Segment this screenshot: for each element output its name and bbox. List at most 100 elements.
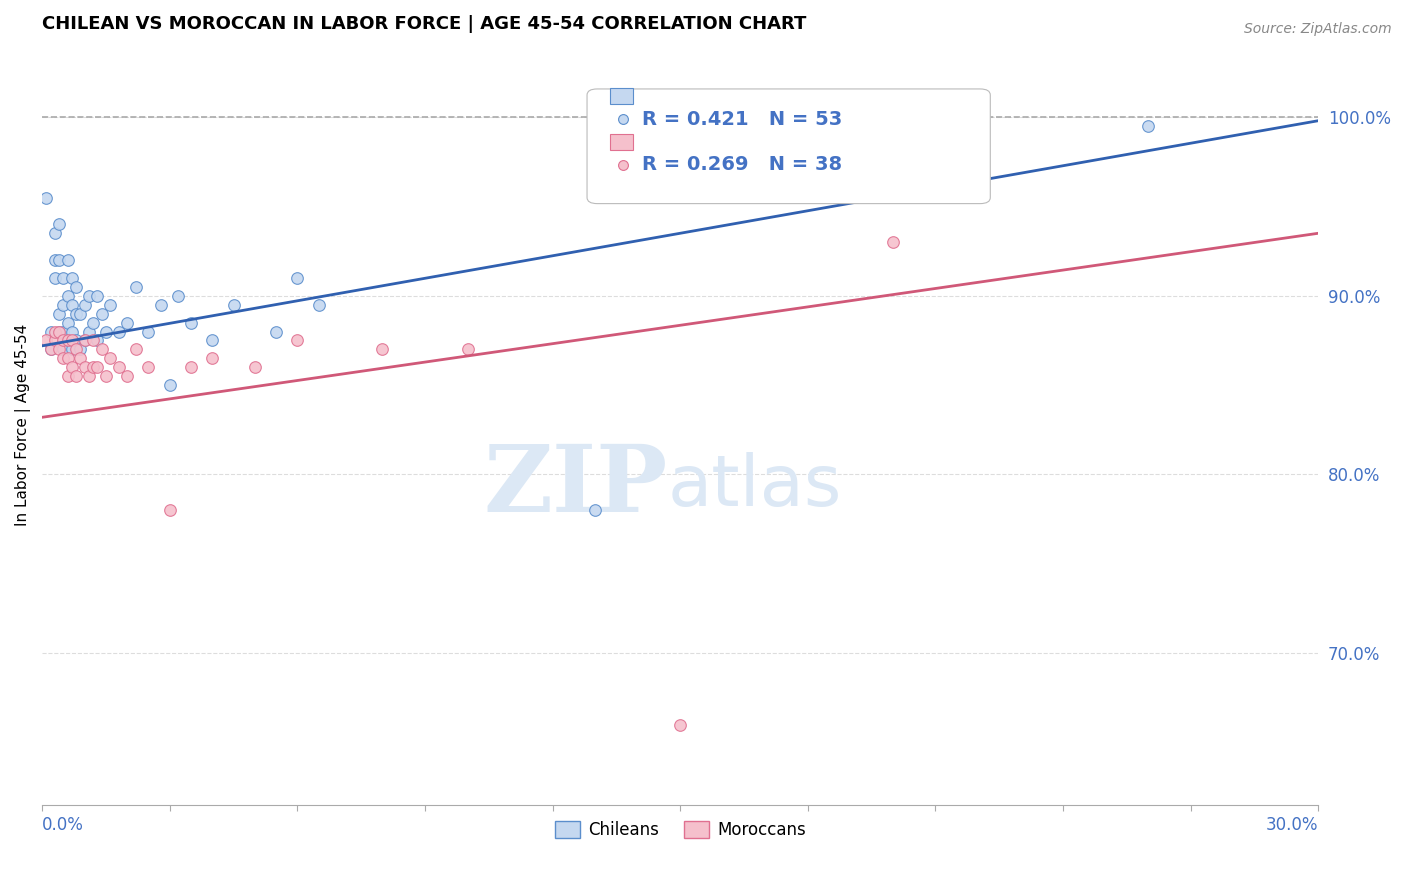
Point [73, 334, 96, 348]
Point [138, 360, 160, 375]
Point [308, 298, 330, 312]
Point [56, 289, 79, 303]
Point [52, 325, 75, 339]
Point [56, 316, 79, 330]
Point [1137, 119, 1160, 133]
Point [48, 253, 70, 268]
Point [125, 280, 148, 294]
Point [201, 334, 224, 348]
Point [65, 307, 87, 321]
Point [48, 325, 70, 339]
Point [52, 351, 75, 366]
Point [94, 369, 117, 384]
Point [77, 289, 100, 303]
Point [56, 351, 79, 366]
Point [48, 325, 70, 339]
Point [94, 325, 117, 339]
Point [125, 343, 148, 357]
Point [159, 503, 181, 517]
Point [86, 289, 108, 303]
Point [60, 298, 83, 312]
Point [44, 227, 66, 241]
Point [457, 343, 479, 357]
Point [98, 351, 121, 366]
Point [65, 343, 87, 357]
Point [180, 360, 202, 375]
Point [73, 360, 96, 375]
Point [882, 235, 904, 250]
Point [69, 351, 91, 366]
Text: atlas: atlas [668, 451, 842, 521]
Text: ZIP: ZIP [484, 441, 668, 531]
Point [90, 343, 112, 357]
Text: R = 0.421   N = 53: R = 0.421 N = 53 [643, 110, 842, 128]
Point [180, 316, 202, 330]
Point [52, 298, 75, 312]
Point [60, 271, 83, 285]
Point [60, 360, 83, 375]
Point [35, 190, 58, 204]
Point [107, 325, 129, 339]
Point [73, 334, 96, 348]
Point [65, 334, 87, 348]
Point [86, 360, 108, 375]
Point [60, 343, 83, 357]
Point [56, 334, 79, 348]
Point [967, 128, 990, 142]
Point [82, 316, 104, 330]
Point [44, 334, 66, 348]
Point [69, 343, 91, 357]
Point [56, 334, 79, 348]
Point [48, 217, 70, 231]
Point [65, 369, 87, 384]
Text: 0.0%: 0.0% [42, 815, 84, 834]
Point [90, 307, 112, 321]
Point [39, 325, 62, 339]
Text: CHILEAN VS MOROCCAN IN LABOR FORCE | AGE 45-54 CORRELATION CHART: CHILEAN VS MOROCCAN IN LABOR FORCE | AGE… [42, 15, 807, 33]
Point [39, 343, 62, 357]
Legend: Chileans, Moroccans: Chileans, Moroccans [548, 814, 813, 846]
Point [44, 253, 66, 268]
Point [107, 360, 129, 375]
Point [150, 298, 173, 312]
Point [65, 280, 87, 294]
Point [669, 717, 692, 731]
Y-axis label: In Labor Force | Age 45-54: In Labor Force | Age 45-54 [15, 324, 31, 526]
Point [48, 307, 70, 321]
Point [115, 316, 138, 330]
Point [159, 378, 181, 392]
Point [371, 343, 394, 357]
Point [138, 325, 160, 339]
Point [285, 271, 308, 285]
Point [60, 325, 83, 339]
Text: Source: ZipAtlas.com: Source: ZipAtlas.com [1244, 22, 1392, 37]
Point [222, 298, 245, 312]
FancyBboxPatch shape [588, 89, 990, 203]
Point [285, 334, 308, 348]
Point [39, 343, 62, 357]
Point [77, 369, 100, 384]
Point [243, 360, 266, 375]
FancyBboxPatch shape [610, 88, 633, 104]
Point [44, 325, 66, 339]
Text: R = 0.269   N = 38: R = 0.269 N = 38 [643, 155, 842, 174]
Point [86, 334, 108, 348]
Point [201, 351, 224, 366]
Point [52, 343, 75, 357]
Point [82, 334, 104, 348]
Point [52, 271, 75, 285]
Point [583, 503, 606, 517]
Point [264, 325, 287, 339]
Point [56, 369, 79, 384]
Point [56, 253, 79, 268]
Point [82, 360, 104, 375]
FancyBboxPatch shape [610, 134, 633, 150]
Point [115, 369, 138, 384]
Point [77, 325, 100, 339]
Text: 30.0%: 30.0% [1265, 815, 1319, 834]
Point [60, 334, 83, 348]
Point [98, 298, 121, 312]
Point [35, 334, 58, 348]
Point [167, 289, 190, 303]
Point [73, 298, 96, 312]
